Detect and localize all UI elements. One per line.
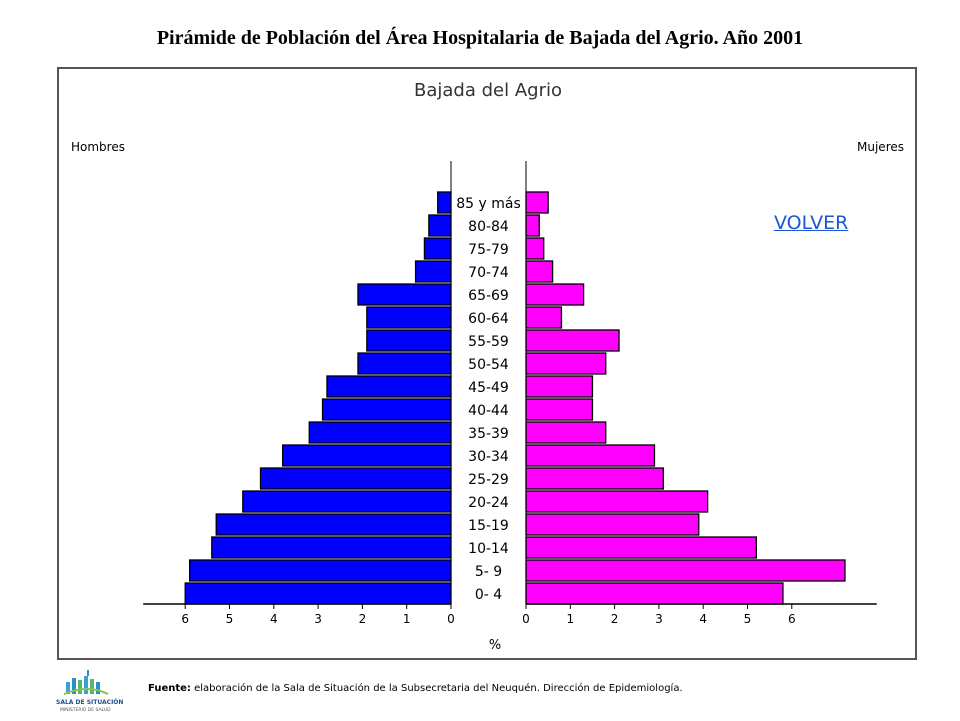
tick-label-men-2: 2 — [359, 612, 367, 626]
age-label-3: 15-19 — [468, 518, 509, 534]
age-label-7: 35-39 — [468, 426, 509, 442]
bar-women-5 — [525, 467, 664, 490]
bar-women-2 — [525, 536, 758, 559]
axes: 0 0 1 1 2 2 3 3 4 4 5 5 6 6 — [143, 161, 877, 626]
bar-women-6 — [525, 444, 656, 467]
bar-men-8 — [321, 398, 452, 421]
tick-label-women-5: 5 — [744, 612, 752, 626]
bar-women-14 — [525, 260, 554, 283]
tick-label-women-2: 2 — [611, 612, 619, 626]
bar-men-12 — [366, 306, 452, 329]
age-label-16: 80-84 — [468, 219, 509, 235]
bar-men-3 — [215, 513, 452, 536]
bar-men-4 — [242, 490, 452, 513]
age-label-8: 40-44 — [468, 403, 509, 419]
bar-men-6 — [282, 444, 452, 467]
age-label-15: 75-79 — [468, 242, 509, 258]
bar-men-1 — [188, 559, 452, 582]
bar-men-10 — [357, 352, 452, 375]
bar-women-15 — [525, 237, 545, 260]
tick-label-men-6: 6 — [181, 612, 189, 626]
bar-women-7 — [525, 421, 607, 444]
women-label: Mujeres — [857, 140, 904, 154]
age-label-4: 20-24 — [468, 495, 509, 511]
bar-women-9 — [525, 375, 594, 398]
age-label-5: 25-29 — [468, 472, 509, 488]
source-text: elaboración de la Sala de Situación de l… — [190, 683, 683, 694]
bar-men-11 — [366, 329, 452, 352]
tick-label-women-1: 1 — [566, 612, 574, 626]
age-label-2: 10-14 — [468, 541, 509, 557]
source-footnote: Fuente: elaboración de la Sala de Situac… — [148, 683, 683, 694]
men-label: Hombres — [71, 140, 125, 154]
volver-link[interactable]: VOLVER — [774, 212, 849, 234]
age-label-11: 55-59 — [468, 334, 509, 350]
bar-women-4 — [525, 490, 709, 513]
age-label-14: 70-74 — [468, 265, 509, 281]
bar-men-0 — [184, 582, 452, 605]
logo-text: SALA DE SITUACIÓN — [56, 699, 123, 706]
chart-title: Bajada del Agrio — [414, 80, 562, 101]
age-label-1: 5- 9 — [475, 564, 502, 580]
bar-men-9 — [326, 375, 452, 398]
age-label-12: 60-64 — [468, 311, 509, 327]
age-label-17: 85 y más — [456, 196, 521, 212]
tick-label-men-0: 0 — [447, 612, 455, 626]
bar-women-1 — [525, 559, 846, 582]
bar-men-17 — [437, 191, 452, 214]
bar-men-7 — [308, 421, 452, 444]
slide-title: Pirámide de Población del Área Hospitala… — [156, 27, 804, 49]
bar-men-13 — [357, 283, 452, 306]
bar-men-15 — [423, 237, 452, 260]
bar-women-8 — [525, 398, 594, 421]
logo-subtext: MINISTERIO DE SALUD — [60, 707, 111, 713]
tick-label-men-5: 5 — [226, 612, 234, 626]
age-label-9: 45-49 — [468, 380, 509, 396]
bar-women-12 — [525, 306, 563, 329]
bar-women-11 — [525, 329, 620, 352]
tick-label-women-4: 4 — [699, 612, 707, 626]
population-pyramid-chart: Bajada del Agrio Hombres Mujeres 0- 4 5- … — [57, 67, 917, 660]
bar-women-13 — [525, 283, 585, 306]
women-bars — [525, 191, 846, 605]
men-bars — [184, 191, 452, 605]
sala-situacion-logo: SALA DE SITUACIÓN MINISTERIO DE SALUD — [52, 668, 132, 716]
age-group-labels: 0- 4 5- 9 10-14 15-19 20-24 25-29 30-34 35-39 40… — [456, 196, 521, 603]
pyramid-svg: Bajada del Agrio Hombres Mujeres 0- 4 5- … — [71, 80, 904, 653]
bar-men-16 — [428, 214, 452, 237]
age-label-6: 30-34 — [468, 449, 509, 465]
bar-women-10 — [525, 352, 607, 375]
source-label: Fuente: — [148, 683, 191, 694]
bar-men-5 — [259, 467, 452, 490]
x-axis-label: % — [489, 638, 501, 653]
bar-women-17 — [525, 191, 549, 214]
tick-label-women-3: 3 — [655, 612, 663, 626]
age-label-0: 0- 4 — [475, 587, 502, 603]
tick-label-men-3: 3 — [314, 612, 322, 626]
tick-label-women-6: 6 — [788, 612, 796, 626]
bar-women-16 — [525, 214, 540, 237]
age-label-10: 50-54 — [468, 357, 509, 373]
bar-men-2 — [211, 536, 452, 559]
bar-women-3 — [525, 513, 700, 536]
age-label-13: 65-69 — [468, 288, 509, 304]
tick-label-men-4: 4 — [270, 612, 278, 626]
tick-label-men-1: 1 — [403, 612, 411, 626]
bar-men-14 — [414, 260, 452, 283]
tick-label-women-0: 0 — [522, 612, 530, 626]
bar-women-0 — [525, 582, 784, 605]
